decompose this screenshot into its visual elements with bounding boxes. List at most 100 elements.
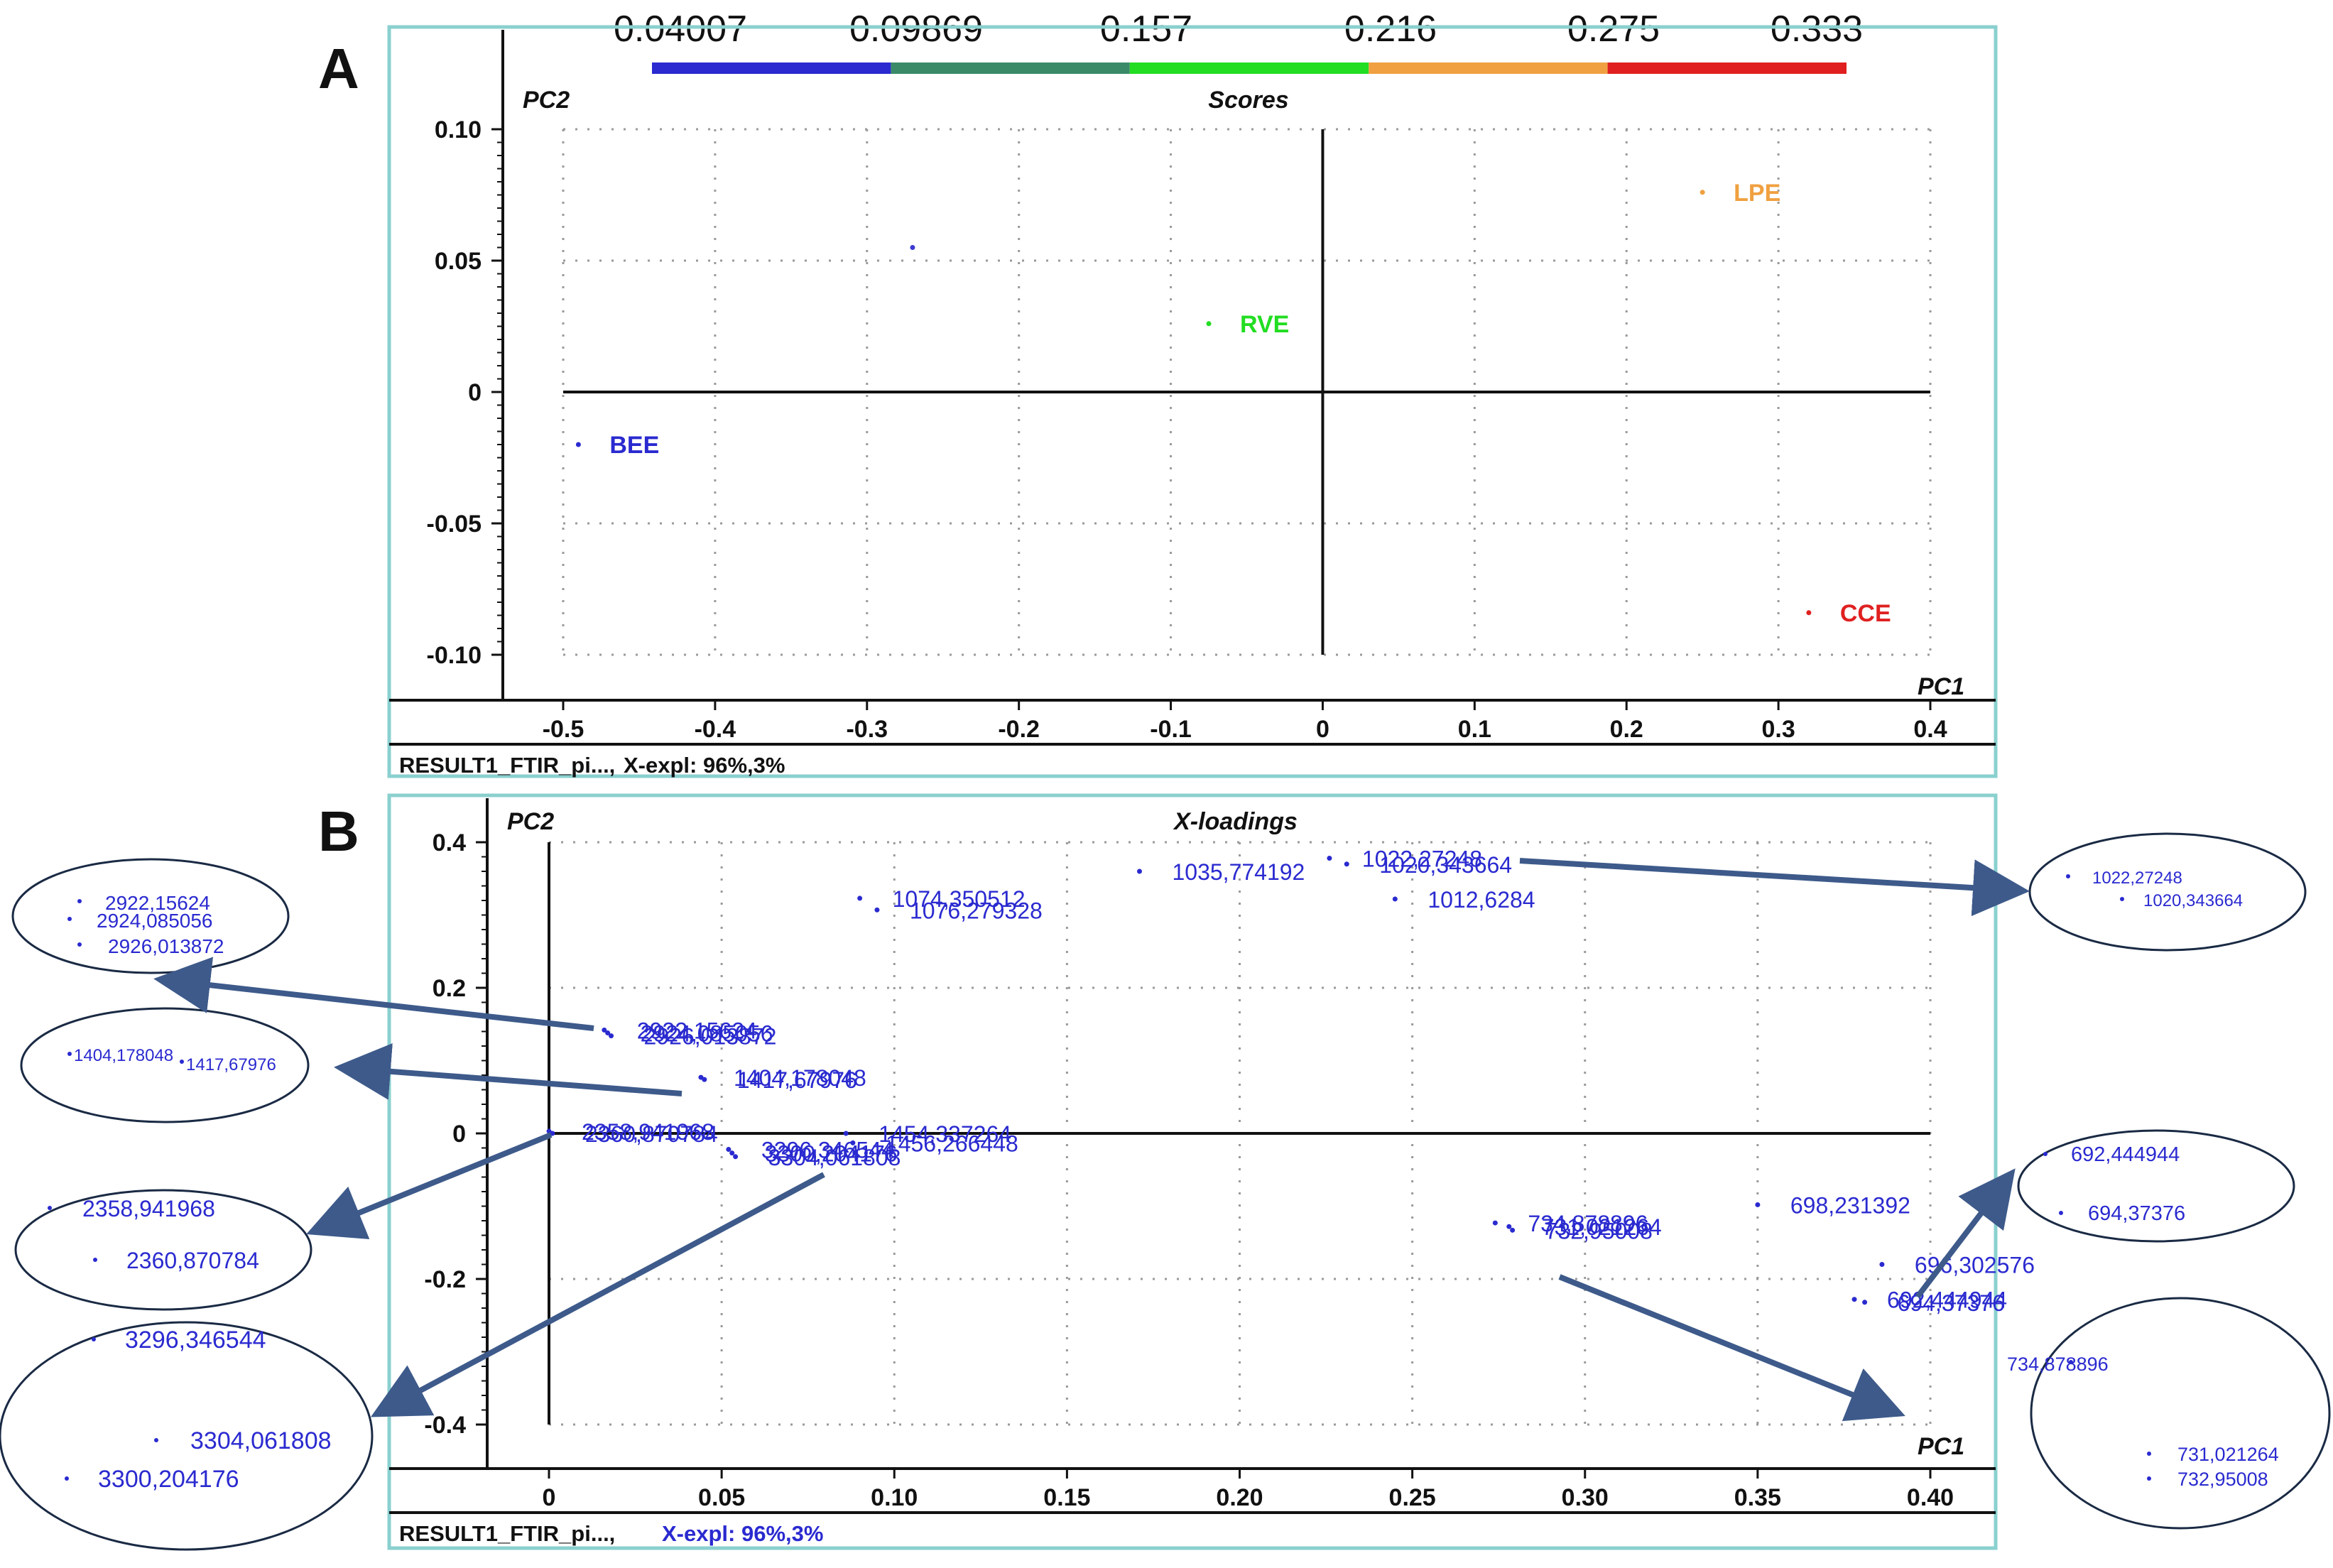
- loading-point: [850, 1140, 856, 1145]
- colorbar-tick-label: 0.09869: [849, 9, 983, 50]
- zoom-d-ellipse: [0, 1321, 374, 1551]
- colorbar-segment: [1129, 62, 1369, 74]
- loading-point-label: 1456,266448: [886, 1131, 1018, 1156]
- zoom-e-point: [2120, 897, 2124, 901]
- zoom-b-point-label: 1404,178048: [74, 1046, 173, 1065]
- colorbar-segment: [652, 62, 891, 74]
- loading-point: [550, 1131, 555, 1136]
- zoom-d-point-label: 3300,204176: [98, 1466, 239, 1493]
- scores-y-tick-label: 0.10: [435, 116, 482, 143]
- zoom-g-point: [2069, 1360, 2073, 1364]
- zoom-c-ellipse: [14, 1189, 312, 1311]
- zoom-g-point: [2147, 1476, 2151, 1481]
- loading-point-label: 731,021264: [1542, 1214, 1662, 1240]
- loading-point: [1327, 856, 1332, 861]
- loading-point-label: 2924,085056: [641, 1021, 773, 1047]
- loading-point-label: 2926,013872: [644, 1024, 777, 1050]
- zoom-b-point: [180, 1060, 184, 1064]
- loading-point-label: 1076,279328: [910, 898, 1043, 923]
- loadings-y-tick-label: 0.4: [433, 829, 466, 856]
- scores-frame: [387, 25, 1998, 778]
- loading-point-label: 2358,941968: [582, 1119, 714, 1145]
- colorbar-tick-label: 0.04007: [614, 9, 747, 50]
- zoom-d-point: [65, 1476, 69, 1481]
- loadings-footer-dataset: RESULT1_FTIR_pi...,: [399, 1521, 615, 1546]
- scores-y-axis-title: PC2: [523, 87, 570, 114]
- loading-point: [1755, 1202, 1761, 1207]
- zoom-g-point-label: 734,878896: [2007, 1354, 2109, 1375]
- loading-point: [602, 1027, 607, 1033]
- callout-arrow: [1915, 1168, 2016, 1299]
- colorbar-tick-label: 0.157: [1100, 9, 1192, 50]
- loading-point: [857, 895, 863, 901]
- zoom-a-point: [67, 917, 72, 921]
- callout-arrow: [306, 1132, 553, 1239]
- callout-arrow: [153, 957, 594, 1031]
- loadings-chart-title: X-loadings: [1173, 808, 1298, 835]
- zoom-a-point: [77, 942, 82, 947]
- loading-point: [1879, 1262, 1885, 1267]
- colorbar-segment: [1369, 62, 1608, 74]
- zoom-d-point: [92, 1337, 96, 1341]
- loading-point: [1492, 1220, 1498, 1226]
- zoom-d-point: [154, 1438, 158, 1442]
- loadings-x-tick-label: 0.25: [1389, 1484, 1436, 1511]
- zoom-e-point: [2066, 874, 2070, 878]
- scores-y-tick-label: -0.05: [427, 511, 482, 538]
- loadings-x-tick-label: 0.35: [1734, 1484, 1781, 1511]
- scores-x-tick-label: -0.5: [543, 716, 584, 743]
- loadings-x-tick-label: 0.10: [871, 1484, 918, 1511]
- scores-y-tick-label: 0.05: [435, 248, 482, 275]
- scores-panel-letter: A: [318, 37, 359, 100]
- score-point-label: BEE: [609, 432, 659, 459]
- loading-point-label: 698,231392: [1790, 1192, 1910, 1218]
- loading-point: [1510, 1227, 1516, 1233]
- loading-point-label: 1022,27248: [1362, 846, 1482, 872]
- score-point-label: LPE: [1734, 180, 1780, 207]
- loading-point-label: 2922,15624: [637, 1018, 757, 1043]
- loading-point-label: 3304,061808: [768, 1145, 901, 1170]
- loadings-x-tick-label: 0.05: [698, 1484, 745, 1511]
- score-point: [575, 442, 581, 447]
- loading-point: [726, 1147, 732, 1153]
- loading-point: [1344, 861, 1349, 867]
- callout-arrow: [334, 1042, 683, 1100]
- score-point: [1806, 610, 1812, 616]
- colorbar-segment: [1607, 62, 1847, 74]
- loading-point-label: 1012,6284: [1427, 887, 1535, 913]
- zoom-g-point: [2147, 1452, 2151, 1456]
- loadings-y-tick-label: 0: [452, 1121, 466, 1148]
- loading-point-label: 1404,178048: [734, 1065, 866, 1091]
- callout-arrow: [370, 1172, 825, 1417]
- zoom-f-ellipse: [2017, 1129, 2295, 1243]
- scores-x-tick-label: -0.3: [846, 716, 888, 743]
- scores-y-tick-label: -0.10: [427, 642, 482, 669]
- loading-point-label: 694,37376: [1898, 1290, 2005, 1316]
- loadings-frame: [387, 793, 1998, 1550]
- zoom-c-point-label: 2358,941968: [82, 1196, 215, 1221]
- scores-x-tick-label: -0.4: [695, 716, 736, 743]
- zoom-a-point-label: 2924,085056: [97, 910, 213, 932]
- zoom-b-point-label: 1417,67976: [186, 1055, 276, 1074]
- colorbar-tick-label: 0.216: [1344, 9, 1437, 50]
- scores-x-tick-label: 0.1: [1458, 716, 1491, 743]
- loading-point: [729, 1150, 735, 1156]
- zoom-d-point-label: 3296,346544: [125, 1327, 266, 1354]
- scores-y-tick-label: 0: [468, 379, 482, 406]
- loadings-y-axis-title: PC2: [507, 808, 554, 835]
- colorbar-tick-label: 0.275: [1567, 9, 1660, 50]
- zoom-a-point-label: 2926,013872: [108, 935, 224, 957]
- zoom-f-point-label: 694,37376: [2088, 1202, 2185, 1225]
- zoom-c-point: [93, 1258, 97, 1262]
- loading-point: [1862, 1300, 1868, 1305]
- zoom-a-ellipse: [11, 858, 290, 974]
- callout-arrow: [1519, 858, 2030, 917]
- colorbar-segment: [891, 62, 1130, 74]
- zoom-b-point: [67, 1052, 72, 1056]
- loadings-y-tick-label: 0.2: [433, 975, 466, 1002]
- scores-x-tick-label: 0: [1316, 716, 1329, 743]
- zoom-a-point-label: 2922,15624: [105, 892, 210, 914]
- loading-point-label: 1035,774192: [1172, 859, 1305, 885]
- loading-point-label: 3300,204176: [765, 1141, 898, 1167]
- scores-x-axis-title: PC1: [1918, 673, 1964, 700]
